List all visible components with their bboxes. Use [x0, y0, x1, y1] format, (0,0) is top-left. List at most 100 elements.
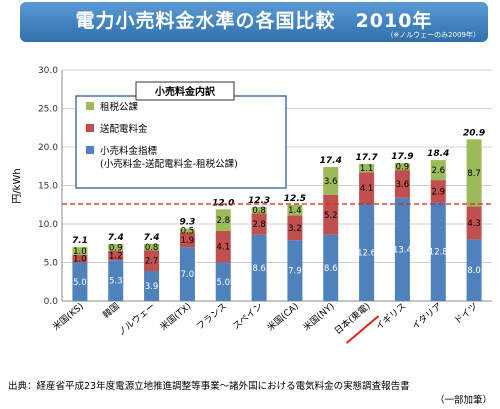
x-tick-label: 米国(CA): [264, 300, 300, 333]
legend-label: 租税公課: [100, 101, 139, 113]
bar-segment-retail: [179, 247, 195, 301]
bar-segment-trans: [108, 250, 124, 261]
x-tick-label: ノルウェー: [116, 301, 158, 338]
data-label-trans: 4.1: [360, 184, 374, 194]
data-label-trans: 2.7: [145, 257, 159, 267]
bar-segment-trans: [466, 206, 482, 240]
total-label: 7.4: [144, 233, 160, 243]
total-label: 9.3: [179, 218, 195, 228]
data-label-retail: 12.8: [429, 248, 448, 258]
data-label-trans: 1.9: [181, 236, 195, 246]
highlight-underline: [345, 315, 380, 344]
total-label: 17.4: [320, 156, 342, 166]
data-label-retail: 5.0: [73, 278, 87, 288]
bar-segment-tax: [72, 247, 88, 255]
data-label-tax: 1.1: [360, 164, 374, 174]
legend-title: 小売料金内訳: [154, 85, 216, 98]
y-tick-label: 15.0: [38, 182, 58, 192]
data-label-tax: 2.6: [431, 166, 445, 176]
total-label: 18.4: [427, 149, 449, 159]
data-label-trans: 4.1: [216, 243, 230, 253]
bar-segment-retail: [215, 262, 231, 301]
y-tick-label: 5.0: [44, 259, 59, 269]
bar-segment-trans: [215, 230, 231, 263]
bar-segment-tax: [287, 204, 303, 216]
data-label-tax: 3.6: [324, 177, 338, 187]
total-label: 7.1: [72, 236, 88, 246]
total-label: 17.9: [391, 152, 413, 162]
y-tick-label: 0.0: [44, 297, 59, 307]
data-label-retail: 12.6: [357, 248, 376, 258]
bar-segment-tax: [108, 244, 124, 251]
bar-segment-tax: [323, 167, 339, 195]
bar-segment-trans: [323, 194, 339, 235]
bar-segment-retail: [287, 240, 303, 301]
y-tick-label: 10.0: [38, 220, 58, 230]
bar-segment-retail: [466, 239, 482, 301]
bar-segment-tax: [144, 244, 160, 251]
total-label: 17.7: [355, 153, 378, 163]
data-label-retail: 8.6: [252, 264, 266, 274]
data-label-trans: 4.3: [467, 219, 481, 229]
bar-segment-retail: [430, 202, 446, 301]
bar-segment-retail: [359, 203, 375, 301]
stacked-bar-chart: 0.0 5.0 10.0 15.0 20.0 25.0 30.0 円/kWh 5.0 1.01.0…: [12, 66, 492, 344]
title-banner: 電力小売料金水準の各国比較 2010年 （※ノルウェーのみ2009年）: [20, 2, 488, 42]
data-label-retail: 3.9: [145, 282, 159, 292]
data-label-trans: 1.0: [73, 255, 87, 265]
data-label-tax: 0.9: [109, 243, 123, 253]
bar-segment-tax: [394, 163, 410, 171]
data-label-trans: 3.2: [288, 224, 302, 234]
bar-segment-trans: [179, 232, 195, 248]
bar-segment-retail: [144, 270, 160, 301]
data-label-trans: 2.8: [252, 220, 266, 230]
data-label-tax: 0.9: [396, 163, 410, 173]
bar-segment-retail: [394, 197, 410, 301]
legend-label: (小売料金-送配電料金-租税公課): [100, 158, 238, 170]
bar-segment-trans: [251, 213, 267, 235]
x-tick-label: 米国(NY): [300, 300, 336, 333]
legend-swatch-retail: [86, 146, 94, 154]
bar-segment-trans: [359, 172, 375, 204]
x-tick-label: スペイン: [231, 302, 265, 332]
bar-segment-retail: [72, 262, 88, 301]
data-label-retail: 7.9: [288, 267, 302, 277]
source-note: 出典：経産省平成23年度電源立地推進調整等事業～諸外国における電気料金の実態調査…: [8, 381, 410, 392]
bar-segment-retail: [323, 234, 339, 301]
data-label-tax: 1.0: [73, 247, 87, 257]
x-tick-label: イタリア: [410, 301, 444, 332]
data-label-trans: 1.2: [109, 252, 123, 262]
data-label-tax: 0.5: [181, 227, 195, 237]
legend-swatch-tax: [86, 102, 94, 110]
x-tick-label: 韓国: [101, 301, 122, 321]
data-label-retail: 8.0: [467, 266, 481, 276]
data-label-tax: 8.7: [467, 169, 481, 179]
legend-label: 小売料金指標: [100, 145, 158, 157]
bar-segment-tax: [215, 209, 231, 231]
chart-title: 電力小売料金水準の各国比較 2010年: [75, 10, 433, 32]
y-tick-label: 25.0: [38, 105, 58, 115]
bar-segment-tax: [251, 207, 267, 214]
data-label-tax: 0.8: [252, 206, 266, 216]
legend-label: 送配電料金: [100, 123, 148, 135]
data-label-retail: 8.6: [324, 264, 338, 274]
bar-segment-retail: [108, 260, 124, 301]
data-label-trans: 3.6: [396, 180, 410, 190]
bar-segment-trans: [430, 180, 446, 203]
legend-box: [75, 95, 287, 189]
total-label: 12.5: [284, 194, 306, 204]
legend-title-box: [135, 81, 235, 101]
total-label: 7.4: [108, 233, 124, 243]
data-label-retail: 13.4: [393, 245, 412, 255]
total-label: 12.3: [248, 196, 270, 206]
title-note: （※ノルウェーのみ2009年）: [386, 31, 480, 39]
total-label: 20.9: [463, 128, 485, 138]
bar-segment-retail: [251, 234, 267, 301]
y-axis-label: 円/kWh: [12, 168, 23, 203]
bar-segment-tax: [179, 228, 195, 233]
source-note-suffix: （一部加筆）: [434, 395, 492, 406]
data-label-trans: 5.2: [324, 211, 338, 221]
data-label-retail: 5.3: [109, 277, 123, 287]
legend-swatch-trans: [86, 124, 94, 132]
data-label-trans: 2.9: [431, 187, 445, 197]
